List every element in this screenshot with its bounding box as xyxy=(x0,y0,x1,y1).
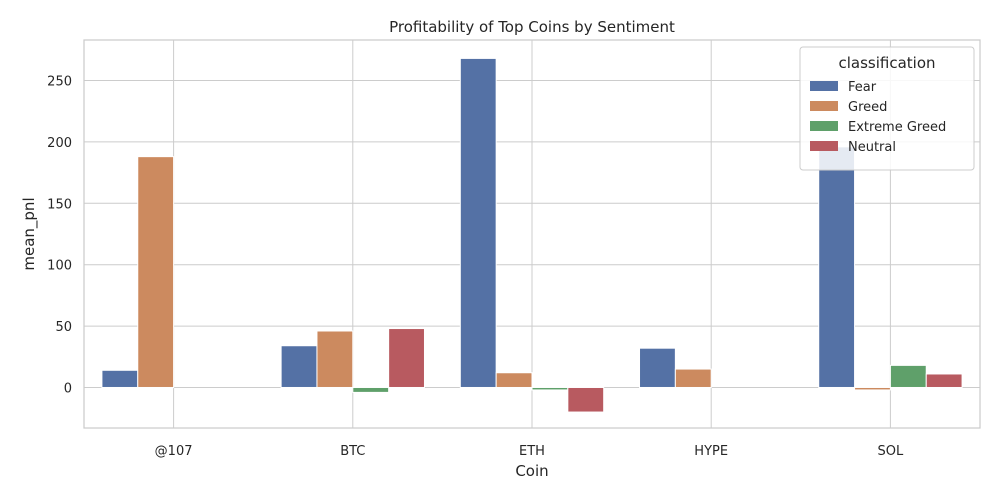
bar-greed-hype xyxy=(674,368,712,388)
bar-greed-btc xyxy=(316,330,354,388)
legend-swatch xyxy=(810,81,838,91)
plot-frame xyxy=(83,39,981,429)
bar-neutral-sol xyxy=(925,373,963,388)
legend-label: Neutral xyxy=(848,140,896,155)
legend-swatch xyxy=(810,101,838,111)
legend-box xyxy=(799,46,975,171)
legend-swatch xyxy=(810,121,838,131)
bar-fear-hype xyxy=(639,347,676,388)
legend-title: classification xyxy=(838,54,935,72)
bar-fear-107 xyxy=(101,369,139,388)
bar-greed-sol xyxy=(854,386,891,391)
legend-label: Greed xyxy=(848,100,887,115)
y-tick-label: 250 xyxy=(47,75,72,90)
y-tick-label: 0 xyxy=(64,381,72,396)
legend-items: Fear Greed Extreme Greed Neutral xyxy=(810,80,946,155)
bar-extreme-greed-eth xyxy=(531,386,569,391)
y-tick-label: 100 xyxy=(47,259,72,274)
x-tick-label: BTC xyxy=(340,444,365,459)
legend-label: Extreme Greed xyxy=(848,120,946,135)
x-tick-labels: @107 BTC ETH HYPE SOL xyxy=(155,444,904,459)
y-tick-labels: 0 50 100 150 200 250 xyxy=(47,75,72,397)
y-axis-label: mean_pnl xyxy=(20,197,39,270)
y-tick-label: 200 xyxy=(47,136,72,151)
y-tick-label: 50 xyxy=(55,320,72,335)
legend: classification Fear Greed Extreme Greed Neu… xyxy=(799,46,975,171)
x-tick-label: ETH xyxy=(519,444,545,459)
legend-swatch xyxy=(810,141,838,151)
x-tick-label: @107 xyxy=(155,444,193,459)
y-tick-label: 150 xyxy=(47,197,72,212)
bar-neutral-eth xyxy=(567,386,605,413)
x-tick-label: HYPE xyxy=(694,444,728,459)
bar-fear-sol xyxy=(818,146,856,388)
bar-fear-btc xyxy=(280,345,318,388)
bar-extreme-greed-btc xyxy=(352,386,390,393)
bars xyxy=(101,57,963,413)
chart-title: Profitability of Top Coins by Sentiment xyxy=(389,18,675,36)
bar-neutral-btc xyxy=(388,328,425,388)
legend-label: Fear xyxy=(848,80,877,95)
x-axis-label: Coin xyxy=(515,462,548,480)
bar-extreme-greed-sol xyxy=(889,364,927,388)
bar-greed-eth xyxy=(495,372,533,388)
bar-fear-eth xyxy=(459,57,497,388)
x-tick-label: SOL xyxy=(878,444,904,459)
bar-greed-107 xyxy=(137,156,175,388)
